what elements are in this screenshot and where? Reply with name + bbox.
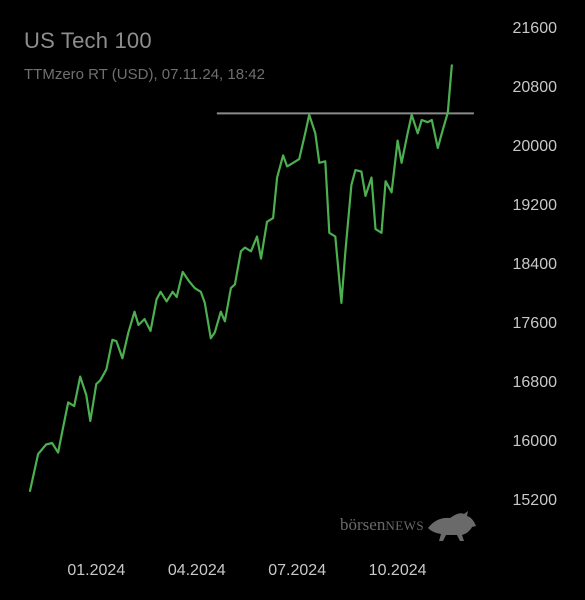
bull-icon xyxy=(428,511,477,541)
borsennews-watermark: börsenNEWS xyxy=(340,508,478,542)
y-tick-label: 20000 xyxy=(512,138,558,155)
watermark-brand-caps: NEWS xyxy=(385,518,425,533)
x-tick-label: 07.2024 xyxy=(268,562,327,579)
y-tick-label: 20800 xyxy=(512,79,558,96)
chart-title: US Tech 100 xyxy=(24,28,152,53)
price-series-line xyxy=(28,64,453,492)
y-tick-label: 15200 xyxy=(512,492,558,509)
y-tick-label: 19200 xyxy=(512,197,558,214)
y-tick-label: 17600 xyxy=(512,315,558,332)
y-tick-label: 16000 xyxy=(512,433,558,450)
y-tick-label: 21600 xyxy=(512,20,558,37)
x-tick-label: 01.2024 xyxy=(67,562,126,579)
chart-subtitle: TTMzero RT (USD), 07.11.24, 18:42 xyxy=(24,66,265,83)
watermark-text: börsenNEWS xyxy=(340,515,424,535)
y-tick-label: 16800 xyxy=(512,374,558,391)
watermark-brand-lower: börsen xyxy=(340,515,386,534)
y-tick-label: 18400 xyxy=(512,256,558,273)
x-tick-label: 10.2024 xyxy=(368,562,427,579)
x-tick-label: 04.2024 xyxy=(167,562,226,579)
